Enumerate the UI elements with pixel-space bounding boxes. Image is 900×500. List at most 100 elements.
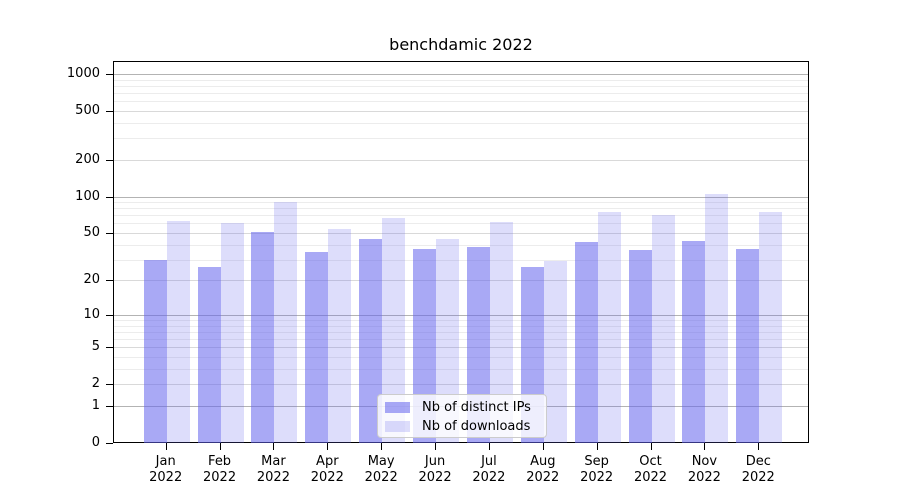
x-tick-label-year: 2022 [149, 469, 183, 485]
y-tick [106, 347, 113, 349]
legend-swatch-distinct-ips [385, 402, 410, 413]
bar-distinct-ips [359, 238, 383, 443]
grid-line-minor [114, 79, 808, 81]
y-tick-label: 10 [83, 306, 100, 322]
grid-line-minor [114, 85, 808, 87]
bar-downloads [382, 217, 406, 443]
x-tick [758, 443, 760, 450]
x-tick-label-month: Mar [261, 454, 286, 469]
grid-line [114, 314, 808, 316]
grid-line-minor [114, 138, 808, 140]
x-tick [650, 443, 652, 450]
x-tick-label-year: 2022 [687, 469, 721, 485]
y-tick-label: 200 [75, 151, 100, 167]
grid-line-minor [114, 320, 808, 322]
bar-downloads [328, 228, 352, 443]
grid-line-minor [114, 357, 808, 359]
y-tick-label: 20 [83, 272, 100, 288]
legend-label-distinct-ips: Nb of distinct IPs [422, 400, 531, 415]
x-tick [273, 443, 275, 450]
y-tick [106, 233, 113, 234]
y-tick [106, 314, 113, 316]
bar-downloads [489, 221, 513, 443]
x-tick-label: Dec 2022 [726, 454, 790, 485]
x-tick-label: Jun 2022 [403, 454, 467, 485]
bar-downloads [543, 261, 567, 443]
bar-downloads [651, 215, 675, 443]
bar-downloads [705, 193, 729, 443]
y-tick-label: 1 [91, 397, 100, 413]
grid-line [114, 233, 808, 234]
plot-area: Nb of distinct IPs Nb of downloads [113, 61, 809, 443]
legend-item-downloads: Nb of downloads [378, 417, 546, 436]
x-tick-label-month: Apr [316, 454, 339, 469]
bar-distinct-ips [682, 240, 706, 443]
bar-distinct-ips [628, 250, 652, 443]
x-tick [435, 443, 437, 450]
bar-downloads [597, 212, 621, 443]
bar-downloads [274, 202, 298, 443]
x-tick-label-month: Dec [745, 454, 771, 469]
y-tick-label: 2 [91, 376, 100, 392]
y-tick-label: 5 [91, 339, 100, 355]
x-tick-label: Aug 2022 [511, 454, 575, 485]
bar-distinct-ips [197, 266, 221, 443]
legend-label-downloads: Nb of downloads [422, 419, 531, 434]
grid-line-minor [114, 101, 808, 103]
grid-line-minor [114, 339, 808, 341]
y-tick [106, 74, 113, 75]
y-tick [106, 405, 113, 407]
grid-line [114, 384, 808, 386]
x-tick [596, 443, 598, 450]
grid-line-minor [114, 244, 808, 246]
bar-distinct-ips [736, 248, 760, 443]
x-tick-label-year: 2022 [364, 469, 398, 485]
grid-line-minor [114, 202, 808, 204]
bar-downloads [436, 238, 460, 443]
x-tick-label: Sep 2022 [565, 454, 629, 485]
grid-line [114, 196, 808, 198]
x-tick-label-year: 2022 [580, 469, 614, 485]
grid-line-minor [114, 223, 808, 225]
x-tick-label-month: Sep [584, 454, 609, 469]
grid-line-minor [114, 215, 808, 217]
x-tick-label-year: 2022 [472, 469, 506, 485]
x-tick-label-month: Feb [208, 454, 232, 469]
chart-title: benchdamic 2022 [389, 35, 533, 54]
y-tick [106, 384, 113, 386]
x-tick-label: Apr 2022 [295, 454, 359, 485]
x-tick-label-year: 2022 [310, 469, 344, 485]
grid-line-minor [114, 331, 808, 333]
grid-line-minor [114, 259, 808, 261]
x-tick-label-month: Nov [691, 454, 718, 469]
x-tick-label: Feb 2022 [188, 454, 252, 485]
x-tick-label-year: 2022 [633, 469, 668, 485]
bars-layer [114, 62, 808, 443]
bar-downloads [220, 222, 244, 443]
x-tick-label: May 2022 [349, 454, 413, 485]
bar-distinct-ips [251, 231, 275, 443]
legend-swatch-downloads [385, 421, 410, 432]
grid-line [114, 74, 808, 75]
x-tick-label: Nov 2022 [672, 454, 736, 485]
x-tick-label-year: 2022 [203, 469, 237, 485]
y-tick [106, 280, 113, 282]
bar-distinct-ips [143, 259, 167, 443]
x-tick-label-month: Jul [481, 454, 497, 469]
grid-line [114, 347, 808, 349]
grid-line-minor [114, 208, 808, 210]
bar-distinct-ips [574, 242, 598, 443]
x-tick [327, 443, 329, 450]
y-tick-label: 1000 [66, 66, 100, 81]
legend-item-distinct-ips: Nb of distinct IPs [378, 398, 546, 417]
y-tick [106, 196, 113, 198]
x-tick [165, 443, 167, 450]
grid-line [114, 110, 808, 112]
x-tick-label-year: 2022 [418, 469, 452, 485]
grid-line [114, 280, 808, 282]
x-tick-label: Jan 2022 [134, 454, 198, 485]
x-tick-label-month: Jan [155, 454, 176, 469]
y-tick [106, 443, 113, 444]
grid-line [114, 159, 808, 161]
